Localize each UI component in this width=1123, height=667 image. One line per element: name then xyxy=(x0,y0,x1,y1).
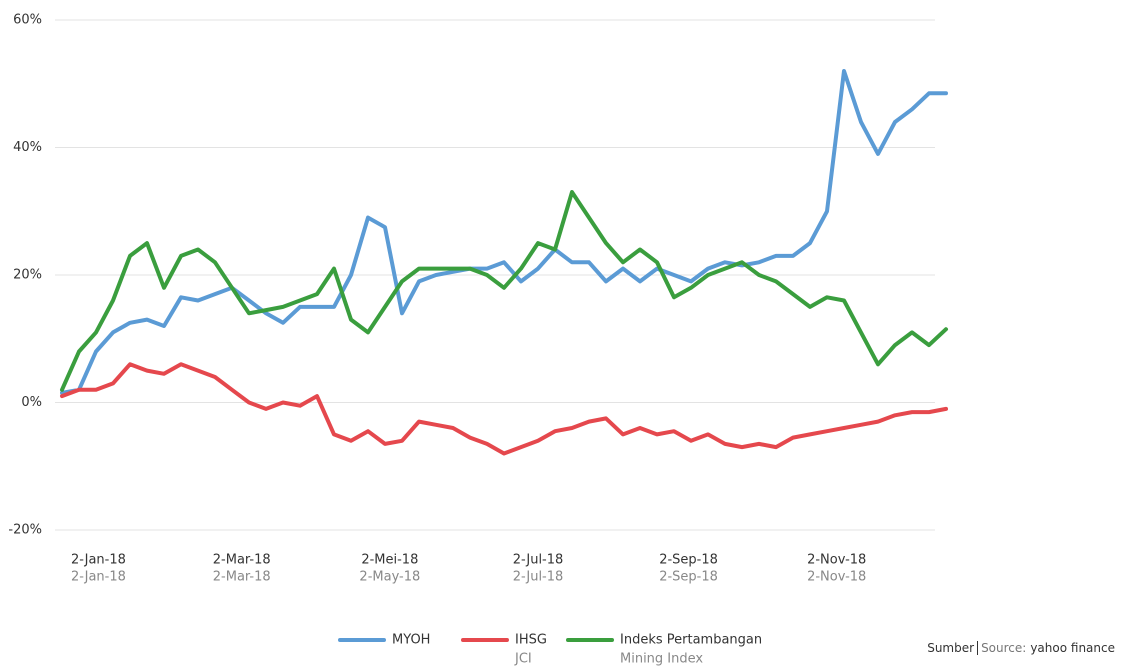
x-tick-sublabel: 2-May-18 xyxy=(359,570,420,585)
x-tick-sublabel: 2-Sep-18 xyxy=(659,570,718,585)
source-label: Source: xyxy=(981,641,1027,655)
x-tick-sublabel: 2-Jul-18 xyxy=(513,570,564,585)
x-tick-sublabel: 2-Nov-18 xyxy=(807,570,866,585)
x-tick-label: 2-Mar-18 xyxy=(213,553,271,568)
x-tick-label: 2-Jul-18 xyxy=(513,553,564,568)
legend-label: IHSG xyxy=(515,633,547,648)
x-tick-label: 2-Jan-18 xyxy=(71,553,126,568)
y-tick-label: 20% xyxy=(13,268,42,283)
x-tick-sublabel: 2-Mar-18 xyxy=(213,570,271,585)
series-line xyxy=(60,190,948,392)
y-tick-label: 40% xyxy=(13,140,42,155)
legend-sublabel: Mining Index xyxy=(620,652,703,667)
x-tick-label: 2-Sep-18 xyxy=(659,553,718,568)
legend-label: MYOH xyxy=(392,633,430,648)
x-tick-label: 2-Mei-18 xyxy=(361,553,418,568)
legend-sublabel: JCI xyxy=(514,652,532,667)
source-text: yahoo finance xyxy=(1030,641,1115,655)
y-tick-label: -20% xyxy=(8,523,42,538)
y-tick-label: 0% xyxy=(21,395,42,410)
y-tick-label: 60% xyxy=(13,13,42,28)
x-tick-sublabel: 2-Jan-18 xyxy=(71,570,126,585)
legend-label: Indeks Pertambangan xyxy=(620,633,762,648)
x-tick-label: 2-Nov-18 xyxy=(807,553,866,568)
source-prefix: Sumber xyxy=(927,641,975,655)
separator xyxy=(977,641,979,655)
source: Sumber Source: yahoo finance xyxy=(927,641,1115,655)
series-line xyxy=(60,362,948,456)
series-line xyxy=(60,69,948,395)
